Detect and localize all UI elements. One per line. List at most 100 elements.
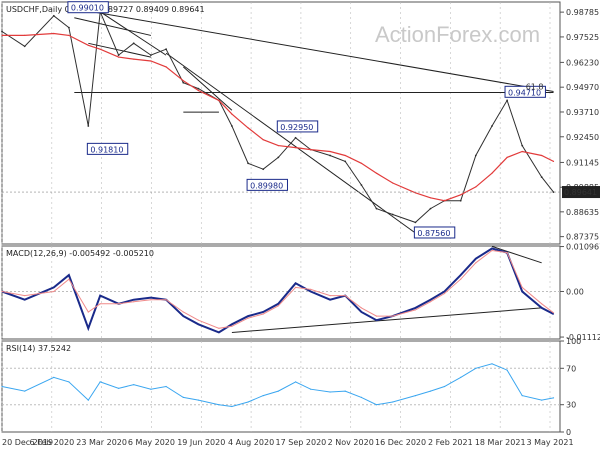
rsi-data-point (506, 369, 508, 371)
price-annotation-box (413, 226, 456, 239)
price-data-point (375, 207, 378, 210)
rsi-y-tick-label: 70 (566, 364, 576, 373)
rsi-data-point (1, 385, 3, 388)
watermark: ActionForex.com (375, 22, 540, 47)
price-data-point (552, 160, 555, 162)
price-data-point (53, 32, 55, 35)
rsi-data-point (24, 390, 26, 392)
price-data-point (474, 154, 477, 157)
rsi-data-point (68, 381, 70, 383)
rsi-data-point (460, 376, 462, 378)
price-data-point (247, 127, 249, 129)
price-y-tick-label: 0.98785 (566, 8, 599, 17)
macd-data-point (375, 319, 378, 321)
price-annotation-label: 0.89980 (250, 181, 283, 190)
rsi-y-tick-label: 0 (566, 428, 571, 437)
price-data-point (506, 156, 508, 158)
macd-data-point (133, 301, 135, 303)
price-data-point (521, 144, 524, 147)
x-axis-label: 16 Dec 2020 (375, 438, 426, 447)
price-data-point (429, 207, 432, 210)
macd-trendline (491, 245, 542, 264)
macd-data-point (1, 290, 3, 293)
price-data-point (197, 89, 199, 92)
price-data-point (1, 34, 3, 37)
macd-data-point (475, 258, 477, 260)
rsi-data-point (99, 381, 101, 383)
macd-data-point (392, 315, 394, 317)
rsi-data-point (521, 395, 523, 397)
price-y-tick-label: 0.96230 (566, 58, 599, 67)
price-data-point (99, 48, 101, 50)
macd-data-point (182, 315, 184, 317)
macd-data-point (360, 311, 362, 313)
price-data-point (310, 149, 312, 151)
rsi-data-point (277, 390, 279, 392)
price-series-line (2, 32, 554, 202)
rsi-data-point (218, 404, 220, 406)
rsi-data-point (344, 390, 346, 392)
price-data-point (552, 191, 555, 194)
rsi-data-point (414, 395, 416, 397)
price-annotation-label: 0.94710 (508, 88, 541, 97)
price-data-point (1, 30, 3, 33)
current-price-marker (562, 186, 600, 199)
price-data-point (475, 186, 477, 188)
rsi-data-point (541, 399, 543, 401)
macd-data-point (231, 323, 233, 325)
rsi-data-point (197, 399, 199, 401)
macd-data-point (552, 312, 555, 314)
price-data-point (491, 125, 493, 127)
macd-data-point (165, 299, 167, 301)
x-axis-label: 20 Dec 2019 (2, 438, 53, 447)
rsi-data-point (329, 391, 331, 393)
macd-data-point (414, 307, 416, 309)
price-annotation-label: 0.87560 (417, 229, 450, 238)
price-data-point (165, 48, 168, 51)
price-data-point (375, 172, 378, 174)
macd-data-point (197, 319, 199, 321)
price-data-point (117, 54, 120, 56)
price-data-point (247, 162, 250, 165)
price-data-point (344, 160, 347, 163)
macd-y-tick-label: 0.00 (566, 287, 584, 296)
price-data-point (360, 184, 363, 186)
price-data-point (360, 162, 362, 164)
macd-data-point (24, 299, 26, 301)
rsi-data-point (552, 397, 555, 399)
price-y-tick-label: 0.87375 (566, 233, 599, 242)
rsi-data-point (53, 376, 55, 378)
rsi-data-point (165, 385, 167, 388)
macd-data-point (262, 313, 264, 315)
macd-y-tick-label: -0.011127 (566, 333, 600, 342)
price-trendline (74, 17, 152, 36)
price-data-point (329, 154, 331, 157)
price-trendline (68, 7, 554, 93)
macd-data-point (310, 288, 312, 290)
macd-panel-title: MACD(12,26,9) -0.005492 -0.005210 (6, 249, 154, 258)
price-annotation-box (276, 120, 319, 133)
rsi-data-point (443, 385, 446, 388)
price-data-point (262, 139, 264, 141)
macd-data-point (99, 303, 101, 305)
macd-data-point (68, 278, 70, 280)
price-data-point (329, 150, 331, 153)
x-axis-label: 4 Aug 2020 (228, 438, 274, 447)
price-y-tick-label: 0.88635 (566, 208, 599, 217)
macd-data-point (460, 274, 462, 276)
macd-data-point (118, 303, 120, 305)
x-axis-label: 23 Mar 2020 (76, 438, 127, 447)
price-annotation-box (67, 1, 109, 14)
x-axis-label: 6 Feb 2020 (29, 438, 74, 447)
x-axis-label: 18 Mar 2021 (475, 438, 526, 447)
x-axis-label: 3 May 2021 (526, 438, 573, 447)
macd-data-point (218, 331, 220, 333)
macd-data-point (460, 278, 462, 280)
macd-data-point (99, 295, 101, 297)
price-annotation-label: 0.99010 (71, 4, 104, 13)
price-data-point (218, 99, 220, 101)
price-data-point (150, 54, 152, 56)
price-data-point (295, 147, 297, 149)
rsi-data-point (491, 363, 493, 365)
